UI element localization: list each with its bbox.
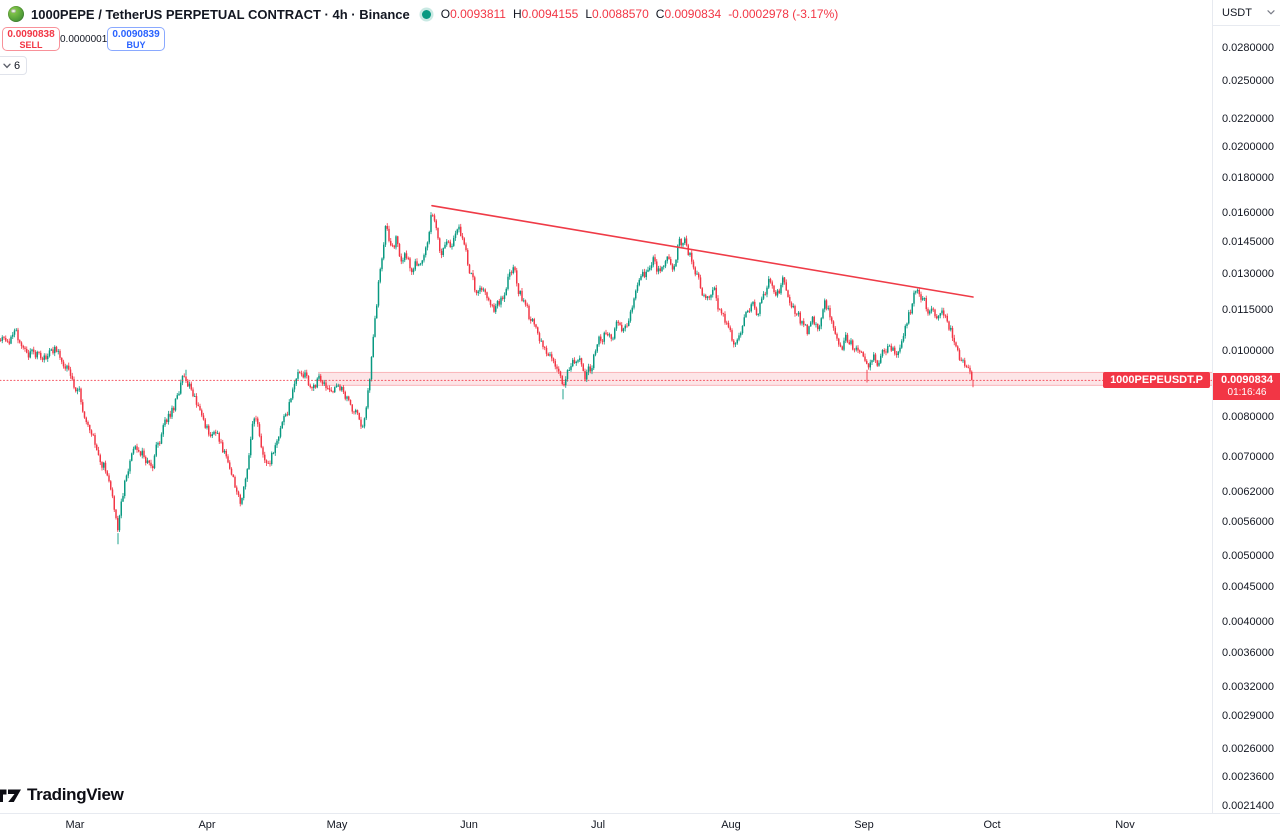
price-tick-label: 0.0115000 <box>1222 304 1274 317</box>
time-tick-label: Mar <box>65 819 85 831</box>
price-tick-label: 0.0180000 <box>1222 172 1274 185</box>
close-value: C0.0090834 <box>655 7 722 21</box>
time-tick-label: Apr <box>198 819 216 831</box>
buy-button[interactable]: 0.0090839 BUY <box>107 27 165 51</box>
price-tick-label: 0.0056000 <box>1222 516 1274 529</box>
tradingview-brand-text: TradingView <box>27 785 124 804</box>
time-tick-label: May <box>326 819 348 831</box>
time-axis[interactable]: Mar Apr May Jun Jul Aug Sep Oct Nov <box>0 813 1280 836</box>
tradingview-watermark: TradingView <box>0 785 124 805</box>
price-line-symbol-badge[interactable]: 1000PEPEUSDT.P <box>1103 371 1210 388</box>
time-tick-label: Oct <box>983 819 1001 831</box>
price-tick-label: 0.0032000 <box>1222 681 1274 694</box>
time-tick-label: Jun <box>460 819 478 831</box>
price-axis[interactable]: USDT 0.0280000 0.0250000 0.0220000 0.020000… <box>1212 0 1280 813</box>
price-tick-label: 0.0036000 <box>1222 646 1274 659</box>
price-tick-label: 0.0026000 <box>1222 742 1274 755</box>
chevron-down-icon <box>1267 10 1275 15</box>
currency-label: USDT <box>1222 6 1252 19</box>
chart-header: 1000PEPE / TetherUS PERPETUAL CONTRACT ·… <box>8 4 838 24</box>
pepe-coin-icon <box>8 6 24 22</box>
current-price-value: 0.0090834 <box>1221 373 1273 386</box>
time-tick-label: Sep <box>854 819 874 831</box>
sell-price: 0.0090838 <box>7 28 55 40</box>
sell-button[interactable]: 0.0090838 SELL <box>2 27 60 51</box>
sell-label: SELL <box>19 39 43 50</box>
time-tick-label: Aug <box>721 819 741 831</box>
price-tick-label: 0.0070000 <box>1222 450 1274 463</box>
price-tick-label: 0.0045000 <box>1222 580 1274 593</box>
price-tick-label: 0.0080000 <box>1222 411 1274 424</box>
market-status-icon[interactable] <box>421 9 431 19</box>
price-tick-label: 0.0160000 <box>1222 206 1274 219</box>
time-tick-label: Nov <box>1115 819 1135 831</box>
price-tick-label: 0.0220000 <box>1222 113 1274 126</box>
price-tick-label: 0.0250000 <box>1222 75 1274 88</box>
current-price-badge: 0.0090834 01:16:46 <box>1213 372 1280 400</box>
tradingview-logo-icon <box>0 789 21 802</box>
symbol-title[interactable]: 1000PEPE / TetherUS PERPETUAL CONTRACT ·… <box>31 6 410 22</box>
price-tick-label: 0.0200000 <box>1222 141 1274 154</box>
price-tick-label: 0.0023600 <box>1222 771 1274 784</box>
objects-count-badge[interactable]: 6 <box>0 56 28 75</box>
time-tick-label: Jul <box>590 819 606 831</box>
buy-price: 0.0090839 <box>112 28 160 40</box>
objects-count: 6 <box>14 59 21 72</box>
open-value: O0.0093811 <box>440 7 506 21</box>
price-axis-currency-selector[interactable]: USDT <box>1213 0 1280 26</box>
high-value: H0.0094155 <box>512 7 579 21</box>
bar-countdown: 01:16:46 <box>1227 386 1267 398</box>
buy-label: BUY <box>126 39 146 50</box>
change-value: -0.0002978 (-3.17%) <box>728 7 839 21</box>
chevron-down-icon <box>3 63 11 68</box>
low-value: L0.0088570 <box>585 7 649 21</box>
price-tick-label: 0.0021400 <box>1222 799 1274 812</box>
ohlc-readout: O0.0093811 H0.0094155 L0.0088570 C0.0090… <box>441 7 839 21</box>
price-tick-label: 0.0280000 <box>1222 42 1274 54</box>
price-chart-canvas[interactable] <box>0 0 1212 813</box>
price-tick-label: 0.0050000 <box>1222 549 1274 562</box>
price-tick-label: 0.0100000 <box>1222 345 1274 358</box>
price-tick-label: 0.0145000 <box>1222 235 1274 248</box>
price-tick-label: 0.0040000 <box>1222 615 1274 628</box>
price-tick-label: 0.0062000 <box>1222 486 1274 499</box>
spread-value: 0.0000001 <box>60 33 108 45</box>
price-tick-label: 0.0029000 <box>1222 710 1274 723</box>
trade-buttons-row: 0.0090838 SELL 0.0000001 0.0090839 BUY <box>2 27 165 51</box>
price-tick-label: 0.0130000 <box>1222 268 1274 281</box>
